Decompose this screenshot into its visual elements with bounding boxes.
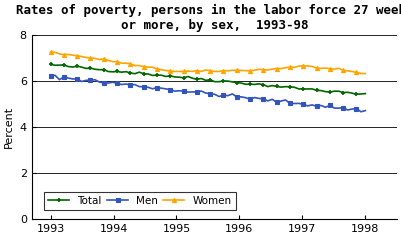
- Y-axis label: Percent: Percent: [4, 106, 14, 148]
- Title: Rates of poverty, persons in the labor force 27 weeks
or more, by sex,  1993-98: Rates of poverty, persons in the labor f…: [16, 4, 401, 32]
- Women: [261, 68, 266, 71]
- Women: [155, 67, 160, 70]
- Total: [48, 63, 53, 66]
- Total: [93, 68, 97, 71]
- Total: [124, 70, 128, 73]
- Men: [159, 87, 164, 89]
- Men: [265, 99, 270, 102]
- Men: [230, 93, 235, 95]
- Women: [93, 57, 97, 60]
- Women: [248, 69, 253, 72]
- Total: [261, 83, 266, 86]
- Total: [363, 92, 368, 95]
- Total: [155, 74, 160, 77]
- Women: [363, 72, 368, 75]
- Women: [124, 62, 128, 64]
- Line: Women: Women: [49, 50, 367, 76]
- Line: Total: Total: [48, 62, 368, 97]
- Line: Men: Men: [49, 74, 367, 114]
- Men: [341, 106, 346, 109]
- Legend: Total, Men, Women: Total, Men, Women: [44, 192, 236, 210]
- Men: [48, 75, 53, 78]
- Men: [363, 109, 368, 112]
- Total: [354, 93, 359, 96]
- Total: [248, 83, 253, 86]
- Total: [225, 80, 230, 83]
- Men: [97, 81, 102, 84]
- Women: [225, 69, 230, 72]
- Men: [252, 96, 257, 99]
- Women: [48, 50, 53, 53]
- Men: [53, 74, 57, 77]
- Men: [358, 110, 363, 113]
